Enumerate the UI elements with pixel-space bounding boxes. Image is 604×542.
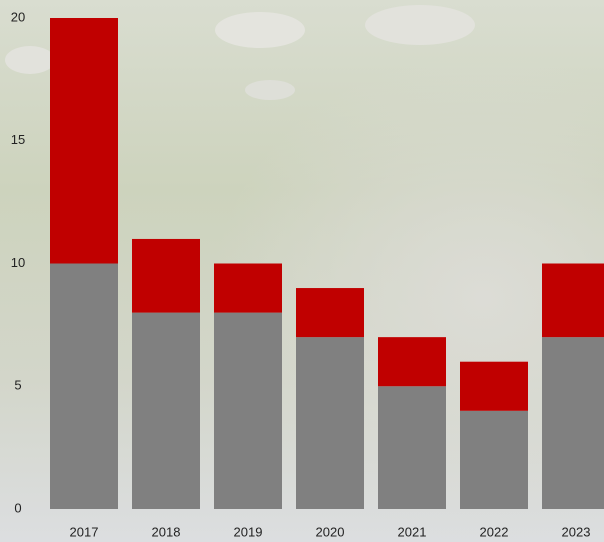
bar-segment [132,312,200,509]
x-tick-label: 2023 [562,524,591,539]
y-tick-label: 10 [11,255,25,270]
bar-segment [460,361,528,411]
bar-segment [50,263,118,509]
bar-segment [214,312,282,509]
x-tick-label: 2017 [70,524,99,539]
bar-segment [378,337,446,387]
bar-segment [214,263,282,313]
bar-segment [378,386,446,509]
x-tick-label: 2021 [398,524,427,539]
x-tick-label: 2020 [316,524,345,539]
bar-segment [296,288,364,338]
bar-segment [50,18,118,264]
y-tick-label: 5 [14,378,21,393]
bar-segment [132,238,200,313]
bar-segment [296,337,364,509]
bar-segment [542,263,604,338]
y-tick-label: 20 [11,9,25,24]
bar-segment [460,410,528,509]
y-tick-label: 15 [11,132,25,147]
x-tick-label: 2022 [480,524,509,539]
x-tick-label: 2018 [152,524,181,539]
y-tick-label: 0 [14,500,21,515]
bar-segment [542,337,604,509]
x-tick-label: 2019 [234,524,263,539]
